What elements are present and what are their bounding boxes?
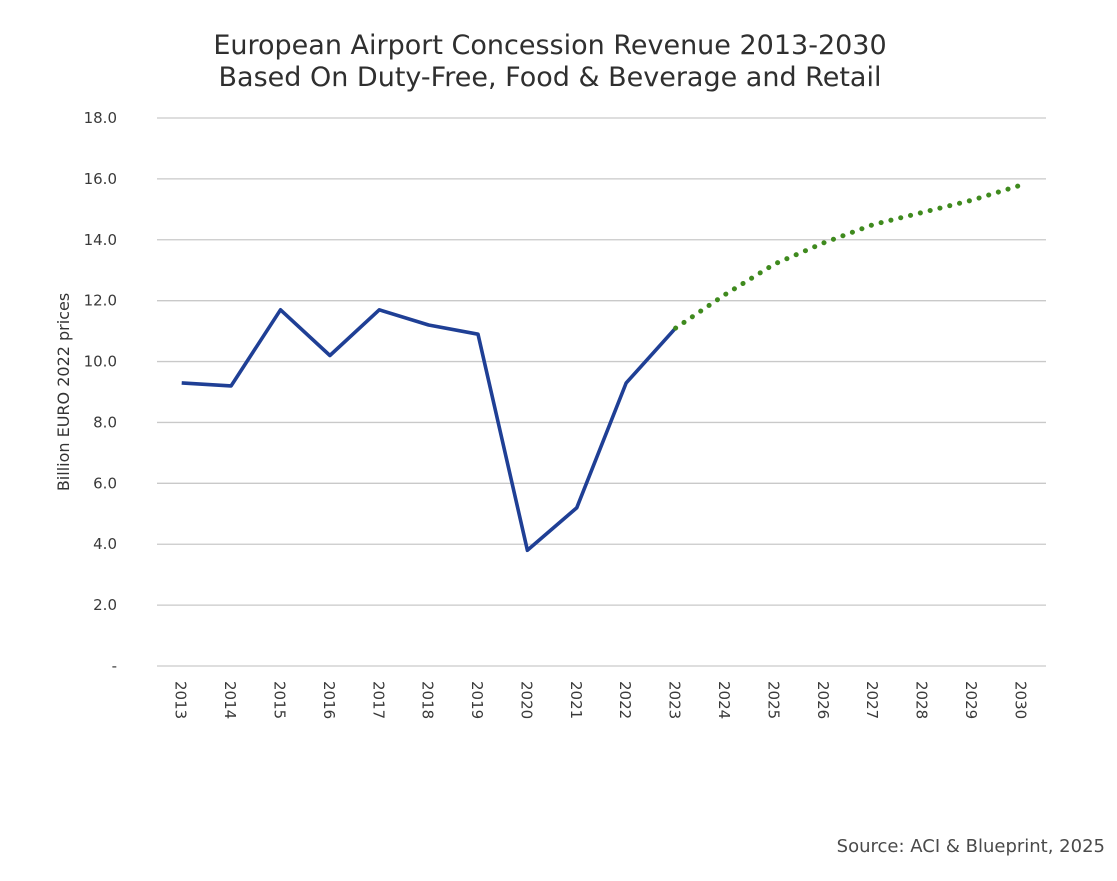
actual-series-line (181, 307, 677, 553)
y-tick-label: 2.0 (93, 596, 117, 614)
x-tick-label: 2020 (517, 681, 535, 719)
forecast-series-line (673, 182, 1024, 331)
x-tick-label: 2014 (221, 681, 239, 719)
x-tick-label: 2021 (567, 681, 585, 719)
y-tick-label: 4.0 (93, 535, 117, 553)
x-tick-label: 2027 (863, 681, 881, 719)
y-tick-label: 14.0 (84, 231, 117, 249)
x-tick-label: 2028 (913, 681, 931, 719)
chart-subtitle: Based On Duty-Free, Food & Beverage and … (218, 62, 882, 93)
y-tick-label: 6.0 (93, 474, 117, 492)
y-tick-label: - (112, 657, 117, 675)
y-tick-label: 8.0 (93, 413, 117, 431)
y-axis-title: Billion EURO 2022 prices (54, 293, 73, 491)
x-tick-label: 2029 (962, 681, 980, 719)
series-lines (181, 182, 1024, 553)
source-note: Source: ACI & Blueprint, 2025 (836, 836, 1105, 857)
y-tick-label: 12.0 (84, 292, 117, 310)
x-tick-label: 2013 (172, 681, 190, 719)
x-tick-label: 2017 (369, 681, 387, 719)
x-tick-label: 2023 (666, 681, 684, 719)
chart-title: European Airport Concession Revenue 2013… (213, 30, 887, 61)
y-axis-ticks: - 2.0 4.0 6.0 8.0 10.0 12.0 14.0 16.0 18.0 (84, 109, 117, 675)
x-axis-ticks: 2013 2014 2015 2016 2017 2018 2019 2020 2021 2022… (172, 681, 1030, 719)
x-tick-label: 2025 (764, 681, 782, 719)
gridlines (157, 117, 1046, 667)
x-tick-label: 2024 (715, 681, 733, 719)
x-tick-label: 2019 (468, 681, 486, 719)
y-tick-label: 18.0 (84, 109, 117, 127)
x-tick-label: 2022 (616, 681, 634, 719)
x-tick-label: 2016 (320, 681, 338, 719)
y-tick-label: 10.0 (84, 353, 117, 371)
x-tick-label: 2018 (419, 681, 437, 719)
y-tick-label: 16.0 (84, 170, 117, 188)
x-tick-label: 2030 (1011, 681, 1029, 719)
x-tick-label: 2026 (814, 681, 832, 719)
x-tick-label: 2015 (270, 681, 288, 719)
